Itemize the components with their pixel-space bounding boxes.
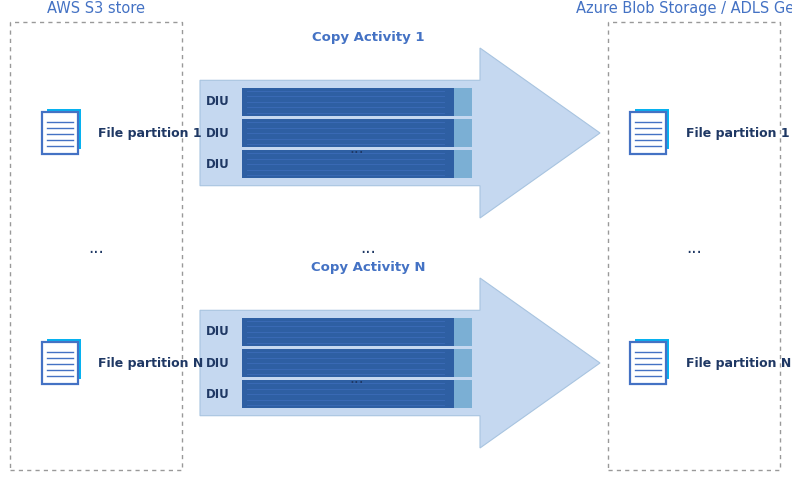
Text: File partition 1: File partition 1 — [98, 126, 202, 139]
Text: DIU: DIU — [206, 325, 230, 338]
Bar — [630, 342, 666, 384]
Bar — [636, 340, 668, 378]
Bar — [242, 88, 472, 116]
Bar — [242, 349, 454, 377]
Text: DIU: DIU — [206, 95, 230, 109]
Bar — [633, 343, 665, 381]
Bar — [242, 119, 454, 147]
Bar — [608, 22, 780, 470]
Bar — [45, 343, 77, 381]
Text: AWS S3 store: AWS S3 store — [47, 1, 145, 16]
Bar — [42, 342, 78, 384]
Bar — [242, 318, 454, 346]
Bar — [630, 112, 666, 154]
Text: Azure Blob Storage / ADLS Gen2: Azure Blob Storage / ADLS Gen2 — [576, 1, 792, 16]
Bar — [242, 349, 472, 377]
Bar — [242, 88, 454, 116]
Bar — [633, 113, 665, 151]
Text: File partition N: File partition N — [98, 357, 204, 370]
Bar — [242, 119, 472, 147]
Bar — [242, 150, 454, 178]
Text: ...: ... — [88, 239, 104, 257]
Text: DIU: DIU — [206, 158, 230, 171]
Text: Copy Activity N: Copy Activity N — [310, 261, 425, 274]
Bar — [48, 110, 80, 148]
Bar — [10, 22, 182, 470]
Text: ...: ... — [350, 371, 364, 386]
Bar — [242, 380, 454, 408]
Text: ...: ... — [360, 239, 376, 257]
Bar — [636, 110, 668, 148]
Text: File partition N: File partition N — [686, 357, 791, 370]
Text: DIU: DIU — [206, 387, 230, 401]
Text: Copy Activity 1: Copy Activity 1 — [312, 31, 425, 44]
Bar — [242, 380, 472, 408]
Polygon shape — [200, 278, 600, 448]
Polygon shape — [200, 48, 600, 218]
Text: DIU: DIU — [206, 126, 230, 139]
Text: ...: ... — [350, 141, 364, 156]
Bar — [242, 318, 472, 346]
Text: File partition 1: File partition 1 — [686, 126, 790, 139]
Bar — [48, 340, 80, 378]
Bar — [42, 112, 78, 154]
Text: ...: ... — [686, 239, 702, 257]
Bar — [45, 113, 77, 151]
Text: DIU: DIU — [206, 357, 230, 370]
Bar — [242, 150, 472, 178]
